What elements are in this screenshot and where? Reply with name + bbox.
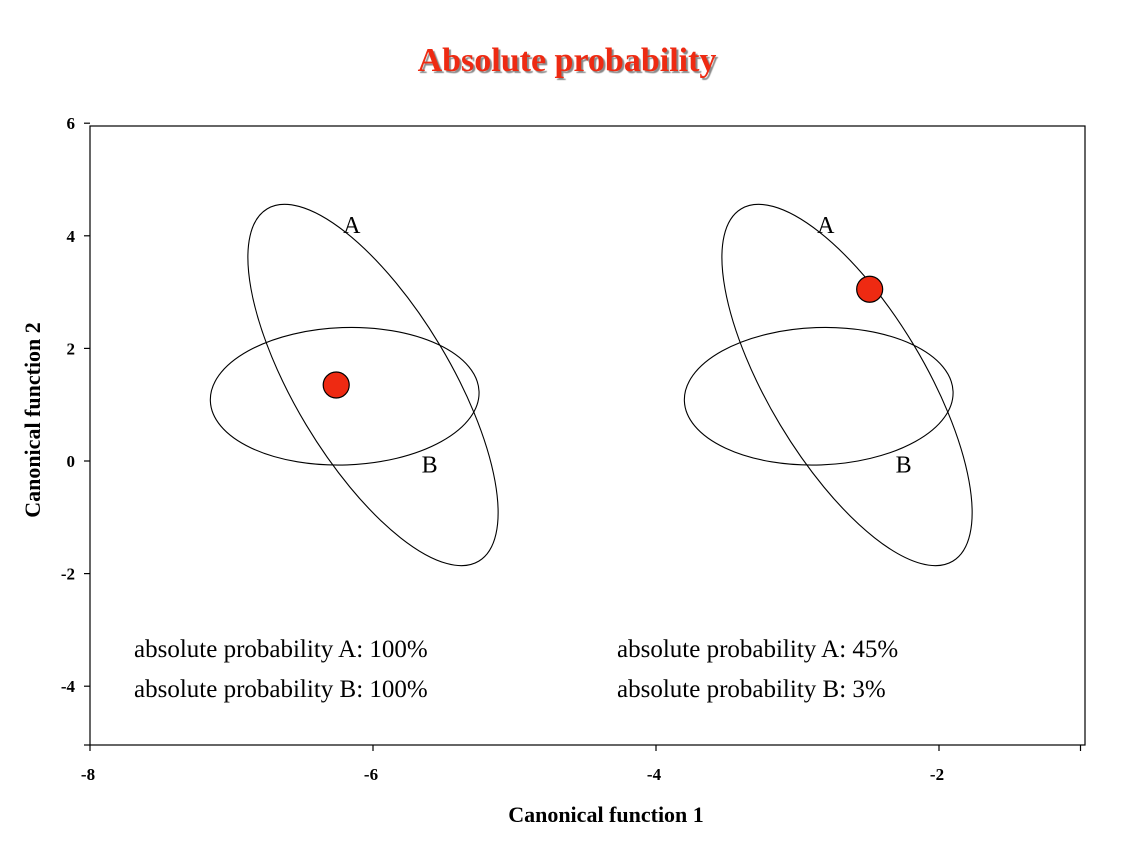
y-tick-label: 4: [67, 227, 76, 246]
chart-title: Absolute probability: [417, 42, 717, 79]
points-layer: [322, 275, 884, 399]
plot-area-border: [89, 125, 1086, 746]
probability-annotation: absolute probability B: 3%: [617, 676, 886, 703]
case-point: [322, 371, 350, 399]
group-a-ellipse: [247, 203, 499, 567]
y-tick-label: -4: [61, 677, 76, 696]
group-b-ellipse: [683, 326, 954, 466]
group-b-ellipse: [209, 326, 480, 466]
axis-ticks: -8 -6 -4 -2 6 4 2 0 -2 -4: [61, 114, 1082, 784]
x-tick-label: -4: [647, 765, 662, 784]
ellipse-label-b: B: [896, 452, 912, 478]
y-tick-label: -2: [61, 565, 75, 584]
y-tick-label: 2: [67, 339, 76, 358]
case-point: [856, 275, 884, 303]
ellipse-label-a: A: [817, 213, 835, 239]
probability-annotation: absolute probability B: 100%: [134, 676, 428, 703]
y-tick-label: 0: [67, 452, 76, 471]
y-axis-label: Canonical function 2: [20, 322, 45, 518]
x-axis-label: Canonical function 1: [508, 802, 704, 827]
plot-frame: [89, 125, 1086, 746]
ellipse-label-b: B: [422, 452, 438, 478]
ellipse-label-a: A: [343, 213, 361, 239]
x-tick-label: -6: [364, 765, 378, 784]
probability-annotation: absolute probability A: 100%: [134, 636, 428, 663]
probability-annotation: absolute probability A: 45%: [617, 636, 898, 663]
x-tick-label: -8: [81, 765, 95, 784]
group-a-ellipse: [721, 203, 973, 567]
x-tick-label: -2: [930, 765, 944, 784]
y-tick-label: 6: [67, 114, 76, 133]
ellipses-layer: [209, 203, 973, 567]
